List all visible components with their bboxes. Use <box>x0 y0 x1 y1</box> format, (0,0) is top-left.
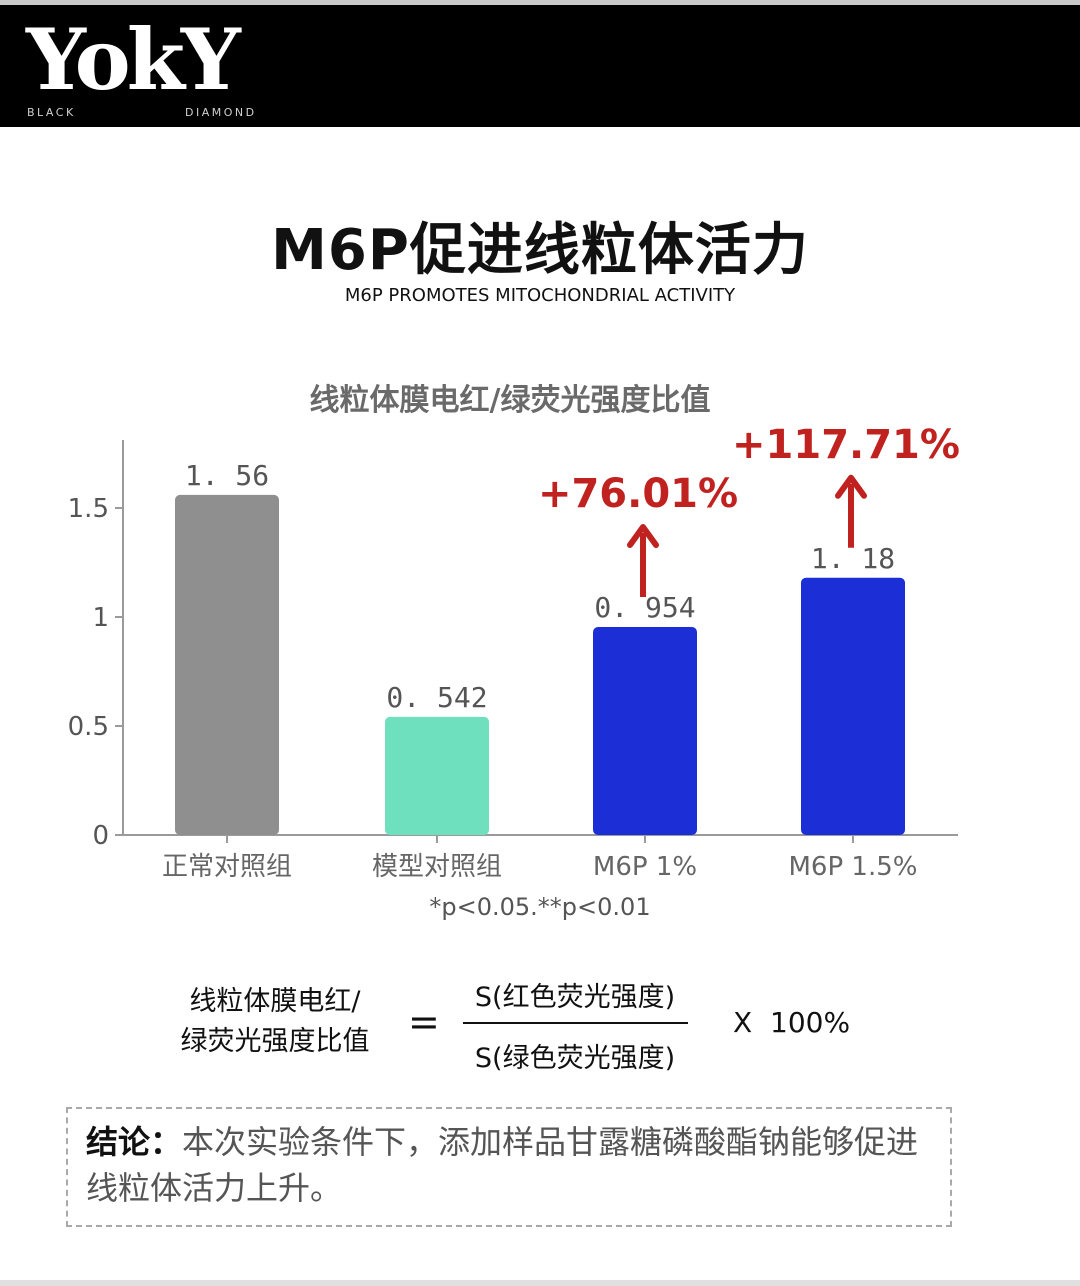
formula-lhs-line1: 线粒体膜电红/ <box>189 986 361 1017</box>
bar-chart: 线粒体膜电红/绿荧光强度比值 0 0.5 1 1.5 1. 56 正常对照组 0. 542… <box>68 383 960 921</box>
page-subtitle: M6P PROMOTES MITOCHONDRIAL ACTIVITY <box>344 285 736 306</box>
conclusion-label: 结论： <box>86 1123 183 1161</box>
conclusion-body: 本次实验条件下，添加样品甘露糖磷酸酯钠能够促进线粒体活力上升。 <box>86 1123 919 1207</box>
y-tick-label: 0 <box>92 821 109 851</box>
formula-times: X <box>733 1006 753 1039</box>
bottom-border <box>0 1280 1080 1286</box>
increase-arrow-head <box>835 474 867 499</box>
bar <box>175 494 279 835</box>
y-tick-label: 1 <box>92 603 109 633</box>
formula-lhs-line2: 绿荧光强度比值 <box>180 1026 370 1057</box>
x-tick-label: M6P 1% <box>593 852 697 882</box>
conclusion-text: 结论：本次实验条件下，添加样品甘露糖磷酸酯钠能够促进线粒体活力上升。 <box>86 1119 936 1211</box>
brand-sub-right: DIAMOND <box>185 106 257 119</box>
conclusion-box: 结论：本次实验条件下，添加样品甘露糖磷酸酯钠能够促进线粒体活力上升。 <box>66 1107 952 1227</box>
increase-label: +76.01% <box>538 471 738 517</box>
chart-annotations: +76.01%+117.71% <box>538 422 960 598</box>
increase-arrow-head <box>627 524 659 549</box>
formula-numerator: S(红色荧光强度) <box>474 982 676 1013</box>
brand-sub-left: BLACK <box>27 106 76 119</box>
formula-factor: 100% <box>770 1006 851 1039</box>
bar <box>801 577 905 835</box>
x-tick-label: 正常对照组 <box>162 852 292 882</box>
data-label: 1. 56 <box>185 459 269 492</box>
brand-header: YokY BLACK DIAMOND <box>0 5 1080 127</box>
bar <box>385 716 489 835</box>
y-tick-label: 1.5 <box>68 494 109 524</box>
chart-footnote: *p<0.05.**p<0.01 <box>429 893 650 921</box>
formula-equals: = <box>408 1000 440 1044</box>
page-title: M6P促进线粒体活力 <box>271 218 809 283</box>
data-label: 0. 542 <box>386 681 487 714</box>
formula-denominator: S(绿色荧光强度) <box>474 1043 676 1074</box>
top-border <box>0 0 1080 5</box>
bar <box>593 627 697 835</box>
chart-title: 线粒体膜电红/绿荧光强度比值 <box>310 383 711 418</box>
x-tick-label: 模型对照组 <box>372 852 502 882</box>
x-tick-label: M6P 1.5% <box>789 852 918 882</box>
fraction-line <box>463 1022 688 1024</box>
y-tick-label: 0.5 <box>68 712 109 742</box>
brand-logo: YokY <box>26 10 241 109</box>
increase-label: +117.71% <box>732 422 960 468</box>
